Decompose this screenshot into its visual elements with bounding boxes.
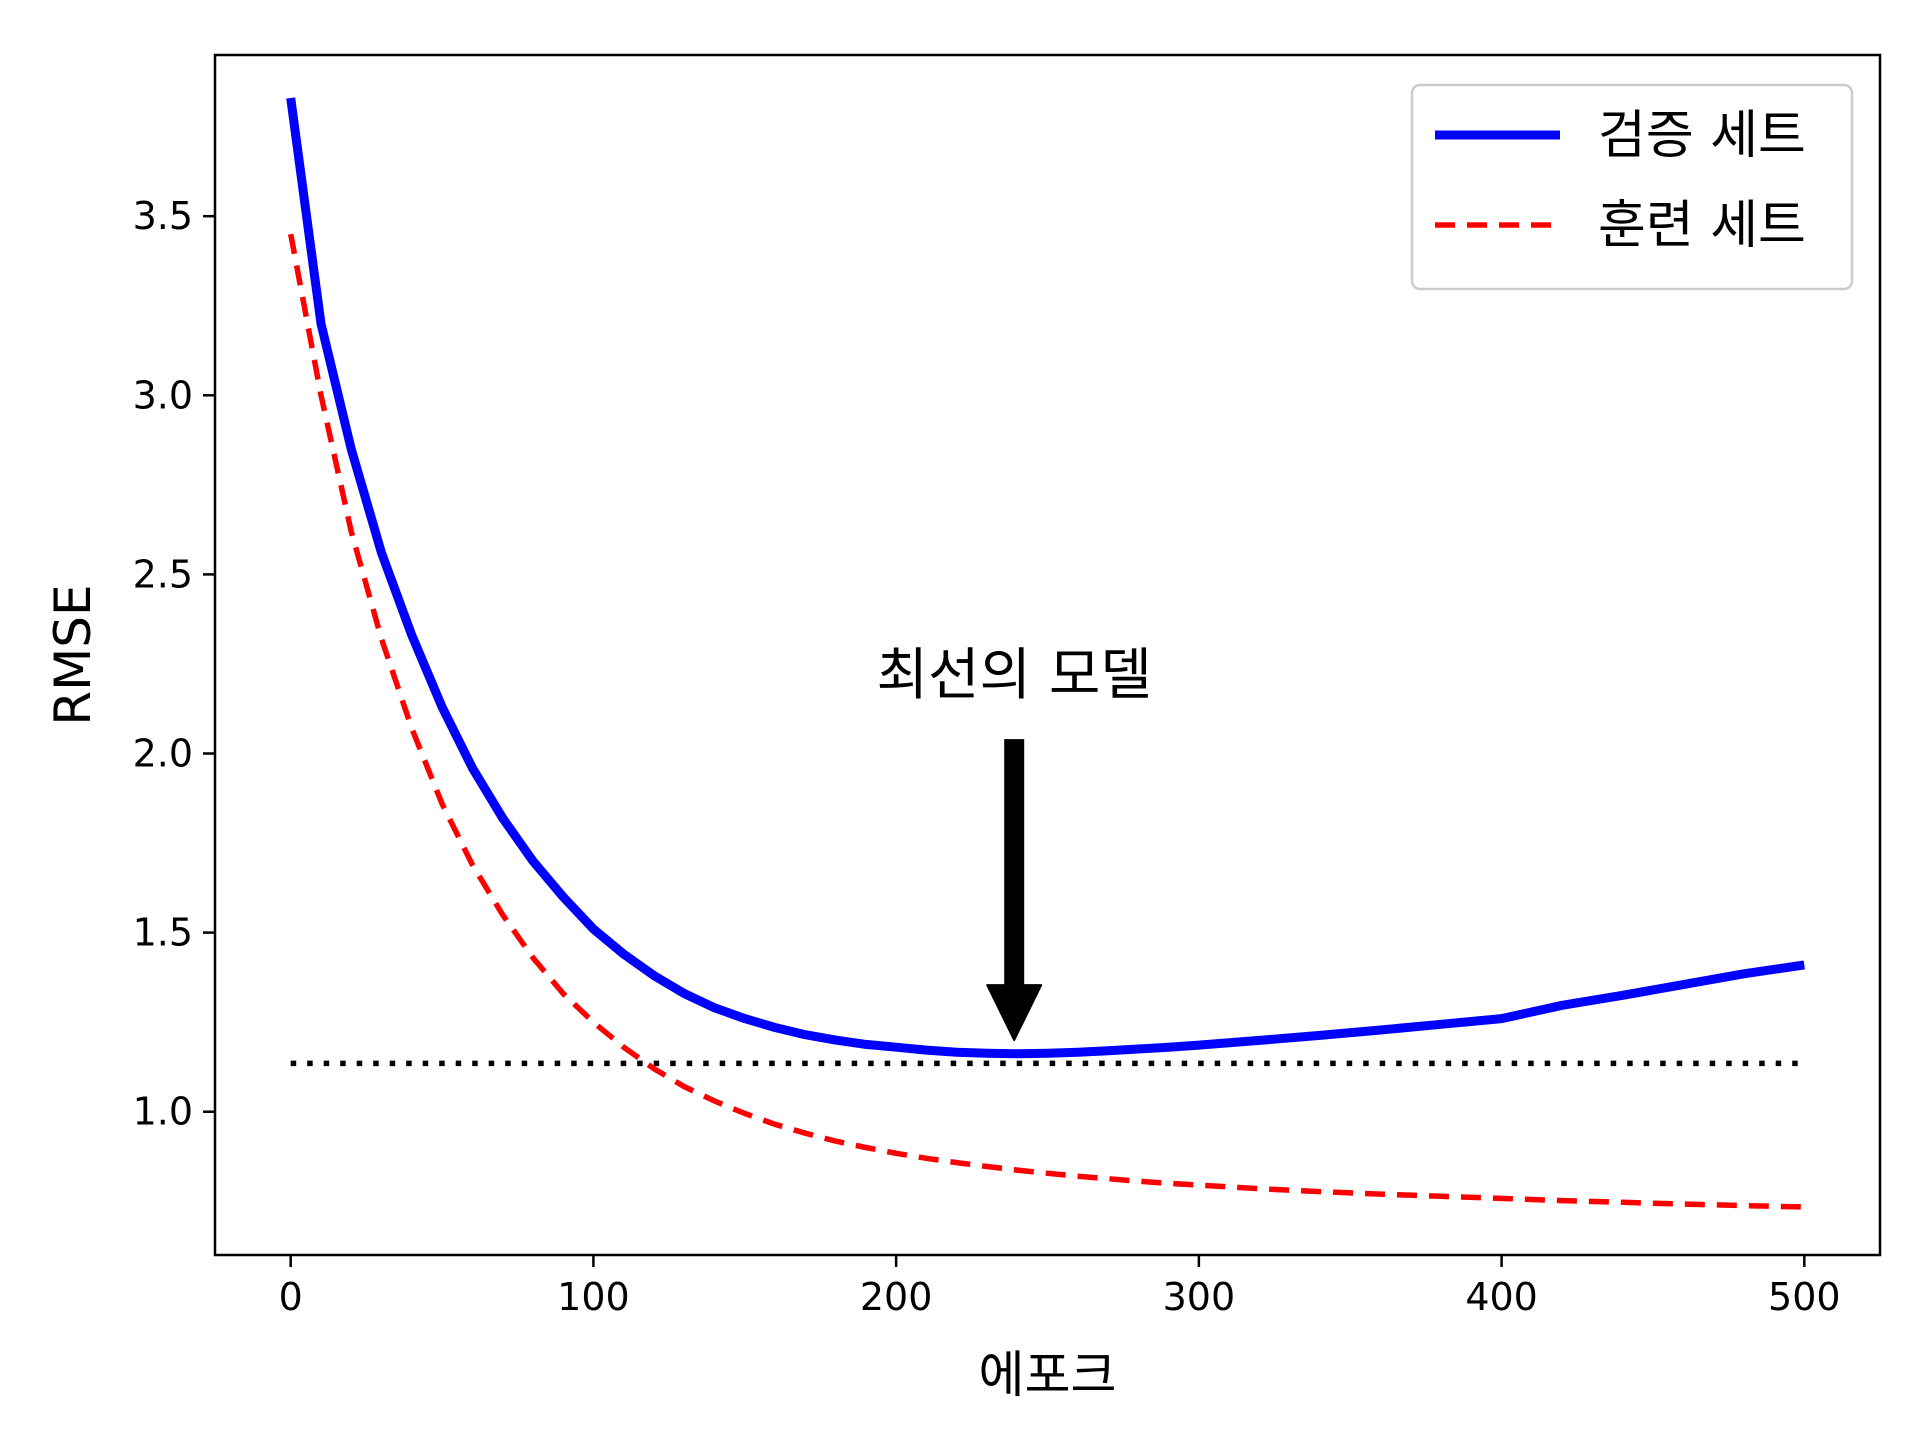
y-tick-label: 3.0	[133, 373, 193, 417]
legend-label: 훈련 세트	[1598, 196, 1806, 256]
y-tick-label: 3.5	[133, 194, 193, 238]
x-tick-label: 0	[279, 1275, 303, 1319]
legend-label: 검증 세트	[1598, 106, 1806, 166]
plot-frame	[213, 53, 1882, 1257]
annotation-layer: 최선의 모델	[876, 643, 1152, 1042]
annotation-label: 최선의 모델	[876, 643, 1151, 708]
y-tick-label: 1.0	[133, 1090, 193, 1134]
ticks-layer: 0 100 200 300 400 500 1.0 1.5 2.0 2.5 3.0 3.5	[133, 194, 1841, 1319]
y-tick-label: 2.0	[133, 732, 193, 776]
x-tick-label: 100	[557, 1275, 630, 1319]
x-tick-label: 400	[1465, 1275, 1538, 1319]
y-axis-label: RMSE	[44, 584, 102, 725]
series-layer	[286, 97, 1805, 1210]
y-tick-label: 2.5	[133, 552, 193, 596]
x-tick-label: 300	[1163, 1275, 1236, 1319]
series-line-dashed	[287, 233, 1805, 1210]
y-tick-label: 1.5	[133, 911, 193, 955]
annotation-arrow-head	[986, 984, 1043, 1042]
series-line-solid	[286, 97, 1805, 1059]
x-tick-label: 200	[860, 1275, 933, 1319]
x-tick-label: 500	[1768, 1275, 1841, 1319]
x-axis-label: 에포크	[979, 1346, 1117, 1404]
